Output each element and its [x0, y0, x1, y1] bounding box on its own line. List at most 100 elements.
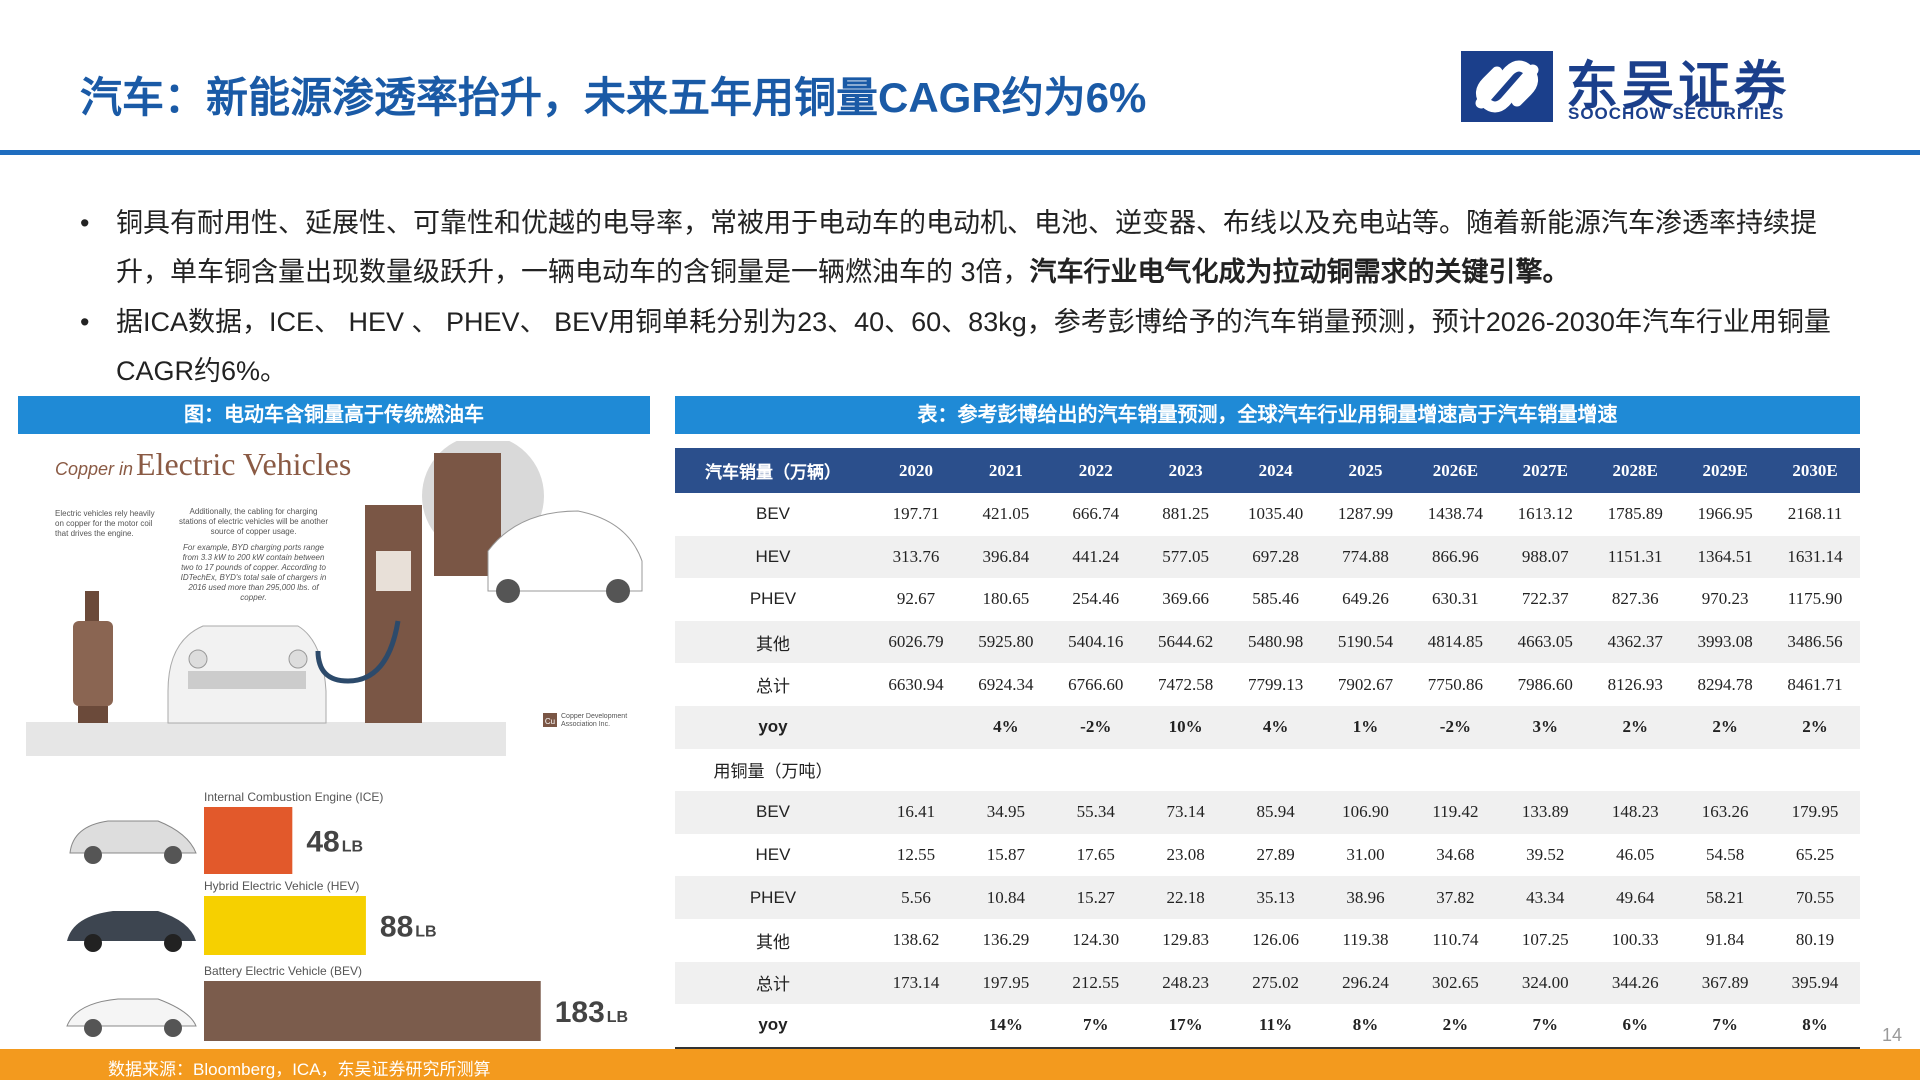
table-cell: 5.56 — [901, 887, 931, 907]
table-cell: 85.94 — [1256, 802, 1295, 822]
cu-logo: Cu — [545, 717, 555, 726]
table-cell: 133.89 — [1521, 802, 1569, 822]
header-cell: 2021 — [960, 448, 1051, 493]
table-cell: 总计 — [756, 975, 790, 995]
bar — [204, 807, 293, 874]
table-cell: BEV — [755, 504, 791, 524]
table-cell: 119.42 — [1432, 802, 1479, 822]
table-cell — [1500, 749, 1590, 792]
table-cell: 126.06 — [1252, 930, 1299, 950]
table-cell: 46.05 — [1616, 845, 1655, 865]
table-cell: 4% — [1262, 717, 1289, 737]
bar-unit: LB — [415, 924, 436, 941]
page-number: 14 — [1882, 1025, 1903, 1045]
table-cell: PHEV — [749, 887, 797, 907]
table-cell: 8461.71 — [1787, 674, 1843, 694]
table-cell: 73.14 — [1166, 802, 1205, 822]
table-cell: 344.26 — [1611, 972, 1659, 992]
table-cell: 119.38 — [1342, 930, 1389, 950]
table-cell: 1785.89 — [1607, 504, 1663, 524]
table-cell: 774.88 — [1342, 546, 1389, 566]
bar-unit: LB — [342, 839, 363, 856]
table-cell — [1231, 749, 1321, 792]
table-row: 用铜量（万吨） — [675, 749, 1860, 792]
table-cell — [1410, 749, 1500, 792]
table-cell: 585.46 — [1252, 589, 1299, 609]
table-cell: 197.71 — [892, 504, 940, 524]
bar — [204, 896, 366, 955]
table-cell — [1770, 749, 1860, 792]
table-cell: 7799.13 — [1247, 674, 1304, 694]
table-cell: 129.83 — [1162, 930, 1210, 950]
bullet: • 据ICA数据，ICE、 HEV 、 PHEV、 BEV用铜单耗分别为23、40… — [80, 307, 1831, 386]
table-row: 总计 173.14 197.95 212.55 248.23 275.02 296.24 30… — [675, 961, 1860, 1005]
source-note: 数据来源：Bloomberg，ICA，东吴证券研究所测算 — [108, 1060, 491, 1079]
table-cell: HEV — [755, 845, 791, 865]
table-cell: 970.23 — [1701, 589, 1749, 609]
table-cell: 395.94 — [1791, 972, 1839, 992]
table-cell: 6630.94 — [888, 674, 944, 694]
table-cell — [1590, 749, 1680, 792]
table-cell: -2% — [1080, 717, 1112, 737]
table-cell: yoy — [675, 1004, 871, 1049]
header-cell: 2025 — [1320, 448, 1411, 493]
table-cell: 106.90 — [1342, 802, 1389, 822]
table-cell: 1175.90 — [1787, 589, 1843, 609]
table-cell: 49.64 — [1616, 887, 1655, 907]
table-cell: 1966.95 — [1697, 504, 1753, 524]
table-cell: 697.28 — [1252, 546, 1299, 566]
cda-text: Copper Development Association Inc. — [561, 713, 628, 728]
table-cell: 34.95 — [986, 802, 1025, 822]
table-cell: 14% — [960, 1004, 1051, 1049]
header-row: 汽车销量（万辆） 2020 2021 2022 2023 2024 2025 2026E 202… — [675, 448, 1860, 493]
table-cell: 3% — [1532, 717, 1559, 737]
table-cell: 649.26 — [1342, 589, 1389, 609]
infographic: Copper in Electric Vehicles Electric veh… — [26, 441, 643, 1041]
table-cell: 2% — [1410, 1004, 1501, 1049]
table-cell: 10% — [1168, 717, 1203, 737]
bullet-text: 铜具有耐用性、延展性、可靠性和优越的电导率，常被用于电动车的电动机、电池、逆变器… — [116, 208, 1817, 287]
table-cell: 12.55 — [896, 845, 936, 865]
table-cell: BEV — [755, 802, 791, 822]
table-cell: -2% — [1439, 717, 1471, 737]
data-table: 汽车销量（万辆） 2020 2021 2022 2023 2024 2025 2026E 202… — [675, 448, 1860, 1049]
table-cell: 163.26 — [1701, 802, 1749, 822]
table-cell: 3486.56 — [1787, 632, 1843, 652]
table-cell: 31.00 — [1346, 845, 1385, 865]
table-cell: 5480.98 — [1247, 632, 1304, 652]
bullet-bold: 汽车行业电气化成为拉动铜需求的关键引擎。 — [1029, 257, 1570, 287]
table-cell: 173.14 — [892, 972, 940, 992]
table-cell — [1321, 749, 1411, 792]
table-cell: 8126.93 — [1607, 674, 1663, 694]
bullet-text: 据ICA数据，ICE、 HEV 、 PHEV、 BEV用铜单耗分别为23、40、… — [116, 307, 1831, 386]
table-cell: 296.24 — [1342, 972, 1389, 992]
table-cell: 8294.78 — [1697, 674, 1753, 694]
bar-label: Hybrid Electric Vehicle (HEV) — [204, 879, 359, 893]
table-cell: 254.46 — [1072, 589, 1120, 609]
table-cell: 91.84 — [1705, 930, 1745, 950]
table-cell: 92.67 — [896, 589, 936, 609]
table-cell: 197.95 — [982, 972, 1030, 992]
table-cell: 313.76 — [892, 546, 940, 566]
table-cell: 54.58 — [1705, 845, 1745, 865]
bar-value: 88 — [380, 911, 413, 944]
logo-subtext: SOOCHOW SECURITIES — [1568, 104, 1785, 123]
table-cell — [961, 749, 1051, 792]
bar-value: 48 — [306, 826, 339, 859]
table-row: yoy 4% -2% 10% 4% 1% -2% 3% 2% 2% 2% — [675, 705, 1860, 749]
table-cell: 2% — [1802, 717, 1828, 737]
table-row: PHEV 92.67 180.65 254.46 369.66 585.46 649.26 6… — [675, 578, 1860, 621]
table-cell: 17.65 — [1076, 845, 1115, 865]
table-cell: 302.65 — [1432, 972, 1479, 992]
table-cell: 8% — [1770, 1004, 1860, 1049]
table-cell: 110.74 — [1432, 930, 1479, 950]
table-cell: 6924.34 — [978, 674, 1034, 694]
table-cell: 1287.99 — [1337, 504, 1394, 524]
table-cell: 16.41 — [896, 802, 936, 822]
table-row: BEV 197.71 421.05 666.74 881.25 1035.40 1287.9… — [675, 493, 1860, 536]
header-cell: 2024 — [1230, 448, 1321, 493]
footer-band — [0, 1049, 1920, 1080]
table-cell: 3993.08 — [1697, 632, 1753, 652]
table-cell: 1613.12 — [1517, 504, 1573, 524]
table-cell: 275.02 — [1252, 972, 1299, 992]
